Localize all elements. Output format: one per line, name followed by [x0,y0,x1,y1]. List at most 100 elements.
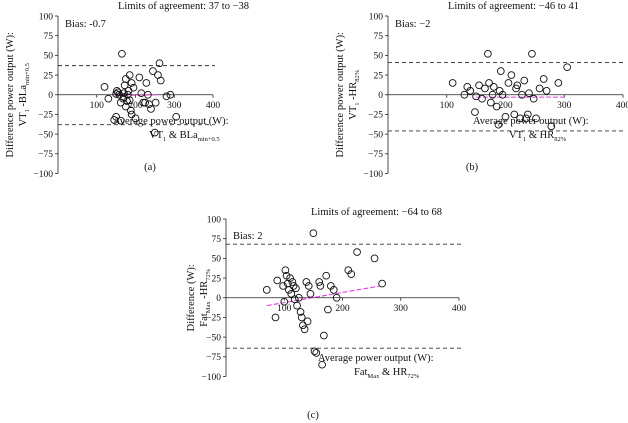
data-point [125,71,134,79]
x-tick-label: 100 [90,101,105,111]
x-axis-sublabel-sub1: 1 [163,136,166,143]
y-tick-label: 50 [212,255,222,265]
y-tick-label: −75 [368,150,383,160]
y-axis-sublabel-sub2: 72% [205,268,212,281]
data-point [310,347,319,356]
data-point [318,360,326,369]
data-point [155,59,164,68]
data-point [448,79,457,87]
data-point [466,86,475,95]
data-point [529,94,538,103]
y-tick-label: −25 [38,111,53,121]
x-axis-sublabel-sub1: Max [367,373,380,380]
data-point [539,75,548,83]
data-point [478,94,486,103]
data-point [139,98,148,107]
x-tick-label: 400 [206,101,221,111]
data-point [262,286,271,294]
x-axis-sublabel-sub2: 72% [407,373,420,380]
data-point [494,120,503,129]
y-tick-label: 50 [44,52,54,62]
y-axis-sublabel-base1: VT [18,112,29,127]
y-tick-label: −50 [368,130,383,140]
y-tick-label: −75 [206,353,221,363]
data-point [116,116,125,125]
y-tick-label: −25 [206,314,221,324]
x-tick-label: 100 [440,101,455,111]
chart-title: Limits of agreement: −64 to 68 [311,207,442,218]
y-axis-label: Difference power output (W): [5,32,16,158]
y-axis-sublabel-base1: Fat [199,313,210,327]
data-point [471,108,479,116]
data-point [289,282,298,290]
x-axis-sublabel-base1: VT [509,130,524,141]
data-point [135,73,144,82]
data-point [501,112,510,121]
data-point [535,84,544,93]
x-axis-sublabel-base1: Fat [354,367,368,378]
data-point [532,114,540,123]
y-axis-label: Difference (W): [186,264,197,331]
data-point [104,94,113,103]
data-point [151,128,159,137]
data-point [296,308,305,316]
data-point [460,90,469,99]
x-axis-sublabel-base2: & HR [526,130,554,141]
data-point [112,90,120,98]
data-point [309,229,318,238]
bias-label: Bias: −2 [395,19,430,30]
y-axis-sublabel: VT1 -HR82% [348,69,361,119]
y-tick-label: −100 [363,170,383,180]
data-point [327,282,335,290]
data-point [370,254,379,263]
y-tick-label: −50 [206,333,221,343]
y-tick-label: 50 [374,52,384,62]
y-tick-label: −75 [38,150,53,160]
y-tick-label: 75 [374,32,384,42]
data-point [378,279,386,288]
data-point [516,114,525,123]
data-point [285,286,293,294]
data-point [125,96,134,105]
y-axis-sublabel-sub1: Max [205,301,212,314]
data-point [316,282,325,290]
data-point [475,81,483,90]
data-point [293,301,301,310]
x-axis-label: Average power output (W): [318,353,434,364]
data-point [151,98,160,107]
data-point [273,276,282,285]
y-axis-sublabel-sub1: 1 [354,102,361,105]
y-tick-label: 25 [374,71,384,81]
data-point [286,274,294,282]
y-axis-label: Difference power output (W): [335,32,346,158]
data-point [281,266,290,275]
x-tick-label: 300 [394,304,409,314]
data-point [147,105,155,113]
data-point [485,79,493,87]
data-point [100,83,109,91]
data-point [329,286,338,294]
y-tick-label: 0 [48,91,53,101]
y-tick-label: 0 [378,91,383,101]
data-point [528,49,536,58]
data-point [486,98,495,107]
data-point [512,84,520,93]
data-point [292,284,300,293]
data-point [156,76,165,85]
data-point [525,89,533,98]
x-axis-sublabel: VT1 & BLamin+0.5 [149,130,220,143]
y-tick-label: 0 [216,294,221,304]
x-axis-sublabel-sub1: 1 [523,136,526,143]
data-point [127,110,136,119]
data-point [513,81,522,90]
data-point [324,305,332,314]
y-axis-sublabel-sub2: 82% [354,69,361,82]
data-point [144,90,152,99]
x-tick-label: 100 [277,304,292,314]
data-point [115,90,124,99]
data-point [492,102,501,111]
data-point [287,289,296,298]
y-tick-label: 25 [212,274,222,284]
y-axis-sublabel-base2: -BLa [18,85,29,110]
x-tick-label: 200 [498,101,513,111]
